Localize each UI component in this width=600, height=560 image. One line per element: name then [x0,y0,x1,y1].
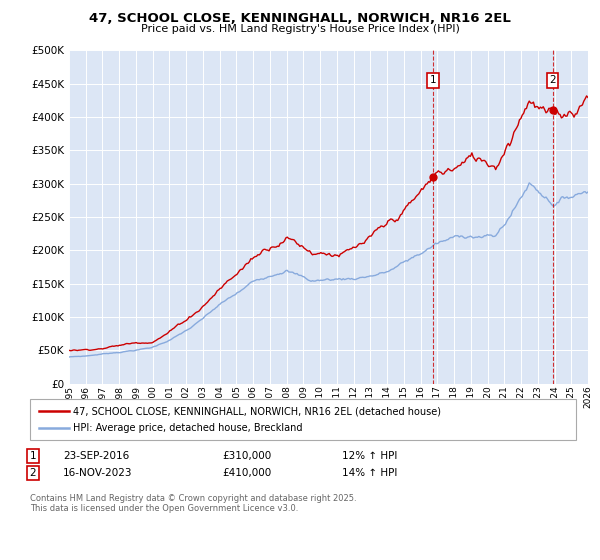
Text: Contains HM Land Registry data © Crown copyright and database right 2025.
This d: Contains HM Land Registry data © Crown c… [30,494,356,514]
Text: 1: 1 [29,451,37,461]
Text: 14% ↑ HPI: 14% ↑ HPI [342,468,397,478]
Text: 23-SEP-2016: 23-SEP-2016 [63,451,129,461]
Text: HPI: Average price, detached house, Breckland: HPI: Average price, detached house, Brec… [73,423,303,433]
Text: 47, SCHOOL CLOSE, KENNINGHALL, NORWICH, NR16 2EL: 47, SCHOOL CLOSE, KENNINGHALL, NORWICH, … [89,12,511,25]
Text: 12% ↑ HPI: 12% ↑ HPI [342,451,397,461]
Text: £410,000: £410,000 [222,468,271,478]
Text: 1: 1 [430,76,436,85]
Text: Price paid vs. HM Land Registry's House Price Index (HPI): Price paid vs. HM Land Registry's House … [140,24,460,34]
Text: 47, SCHOOL CLOSE, KENNINGHALL, NORWICH, NR16 2EL (detached house): 47, SCHOOL CLOSE, KENNINGHALL, NORWICH, … [73,407,441,417]
Text: 16-NOV-2023: 16-NOV-2023 [63,468,133,478]
Text: £310,000: £310,000 [222,451,271,461]
Text: 2: 2 [29,468,37,478]
Text: 2: 2 [549,76,556,85]
